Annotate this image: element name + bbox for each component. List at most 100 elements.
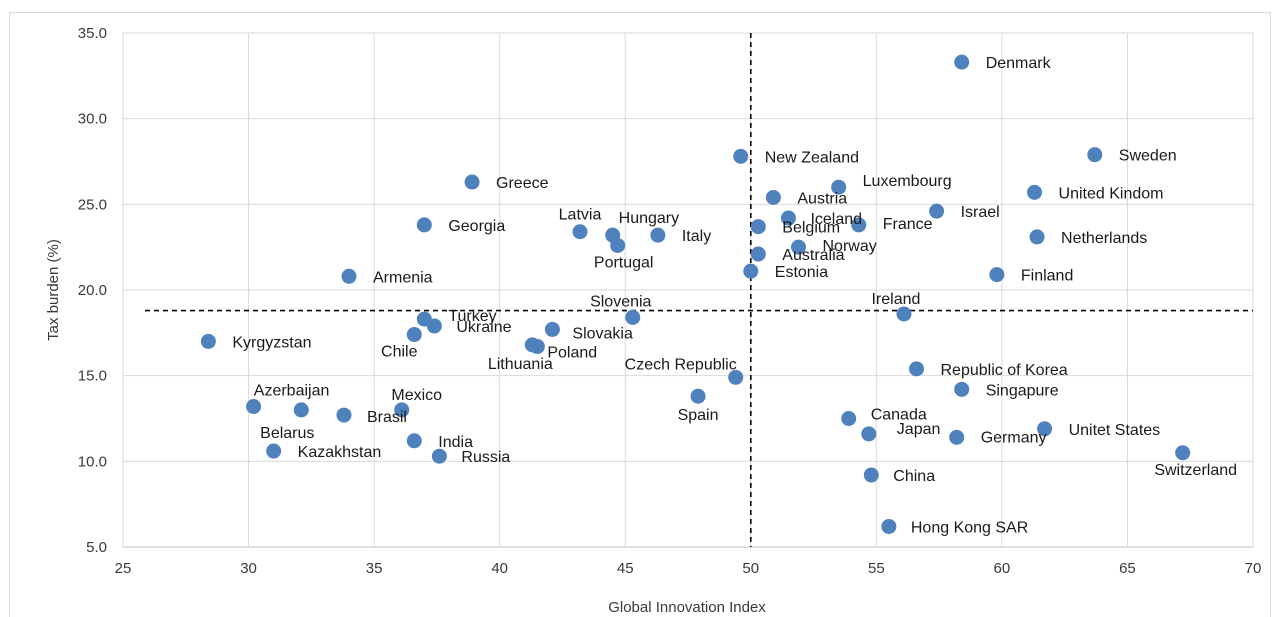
x-tick-label: 50 — [742, 560, 759, 577]
point-label: China — [893, 468, 935, 485]
point-label: Portugal — [594, 254, 654, 271]
data-point — [909, 361, 925, 377]
data-point — [743, 263, 759, 279]
point-label: New Zealand — [765, 149, 859, 166]
data-point — [406, 327, 422, 343]
data-point — [861, 426, 877, 442]
point-label: Ukraine — [456, 319, 511, 336]
data-point — [881, 518, 897, 534]
data-point — [851, 217, 867, 233]
point-label: Norway — [822, 238, 876, 255]
x-tick-label: 45 — [617, 560, 634, 577]
point-label: Georgia — [448, 218, 505, 235]
data-point — [293, 402, 309, 418]
y-axis-title: Tax burden (%) — [45, 239, 62, 341]
point-label: Turkey — [448, 308, 496, 325]
point-label: Switzerland — [1154, 462, 1237, 479]
point-label: Slovakia — [572, 325, 633, 342]
x-tick-label: 65 — [1119, 560, 1136, 577]
point-label: Mexico — [391, 387, 442, 404]
point-label: Iceland — [810, 211, 862, 228]
point-label: Singapure — [986, 382, 1059, 399]
point-label: France — [883, 216, 933, 233]
data-point — [426, 318, 442, 334]
data-point — [728, 369, 744, 385]
data-point — [1087, 147, 1103, 163]
data-point — [406, 433, 422, 449]
point-label: Brasil — [367, 409, 407, 426]
data-point — [896, 306, 912, 322]
chart-area — [9, 12, 1271, 617]
data-point — [831, 179, 847, 195]
data-point — [200, 333, 216, 349]
point-label: United Kindom — [1059, 185, 1164, 202]
data-point — [750, 246, 766, 262]
data-point — [266, 443, 282, 459]
data-point — [336, 407, 352, 423]
data-point — [341, 268, 357, 284]
point-label: Canada — [871, 407, 927, 424]
x-tick-labels: 25 30 35 40 45 50 55 60 65 70 — [115, 560, 1262, 577]
data-point — [394, 402, 410, 418]
data-point — [750, 219, 766, 235]
point-label: Armenia — [373, 269, 433, 286]
y-tick-label: 20.0 — [78, 282, 107, 299]
x-tick-label: 60 — [994, 560, 1011, 577]
point-label: India — [438, 434, 473, 451]
data-point — [765, 189, 781, 205]
data-point — [416, 217, 432, 233]
point-label: Azerbaijan — [254, 383, 330, 400]
data-point — [929, 203, 945, 219]
y-tick-label: 15.0 — [78, 368, 107, 385]
point-label: Australia — [782, 247, 844, 264]
point-label: Japan — [897, 421, 941, 438]
x-tick-label: 70 — [1245, 560, 1262, 577]
data-point — [610, 237, 626, 253]
x-tick-label: 40 — [491, 560, 508, 577]
data-point — [780, 210, 796, 226]
point-label: Kyrgyzstan — [232, 334, 311, 351]
point-label: Lithuania — [488, 356, 553, 373]
y-tick-label: 10.0 — [78, 453, 107, 470]
point-label: Greece — [496, 175, 549, 192]
data-point — [464, 174, 480, 190]
point-label: Unitet States — [1069, 422, 1161, 439]
point-label: Chile — [381, 344, 418, 361]
point-label: Ireland — [871, 291, 920, 308]
point-label: Belgium — [782, 220, 840, 237]
data-point — [529, 339, 545, 355]
data-point — [431, 448, 447, 464]
data-point — [954, 381, 970, 397]
point-label: Russia — [461, 449, 510, 466]
point-label: Republic of Korea — [941, 362, 1068, 379]
point-label: Czech Republic — [625, 356, 737, 373]
point-label: Luxembourg — [863, 173, 952, 190]
data-point — [625, 309, 641, 325]
point-label: Italy — [682, 228, 711, 245]
y-tick-labels: 5.0 10.0 15.0 20.0 25.0 30.0 35.0 — [78, 25, 107, 556]
data-point — [1029, 229, 1045, 245]
data-point — [954, 54, 970, 70]
point-label: Kazakhstan — [298, 444, 382, 461]
point-label: Sweden — [1119, 148, 1177, 165]
point-label: Estonia — [775, 264, 828, 281]
y-tick-label: 5.0 — [86, 539, 107, 556]
point-label: Slovenia — [590, 293, 651, 310]
point-labels: Denmark Sweden New Zealand Greece Luxembourg… — [232, 55, 1237, 536]
point-label: Hong Kong SAR — [911, 519, 1028, 536]
x-tick-label: 35 — [366, 560, 383, 577]
point-label: Denmark — [986, 55, 1052, 72]
x-tick-label: 25 — [115, 560, 132, 577]
point-label: Belarus — [260, 425, 314, 442]
reference-lines — [145, 33, 1253, 547]
x-tick-label: 55 — [868, 560, 885, 577]
point-label: Israel — [961, 204, 1000, 221]
point-label: Poland — [547, 345, 597, 362]
point-label: Spain — [678, 407, 719, 424]
data-point — [1027, 184, 1043, 200]
point-label: Germany — [981, 429, 1047, 446]
y-tick-label: 25.0 — [78, 196, 107, 213]
point-label: Latvia — [559, 207, 602, 224]
data-points — [200, 54, 1191, 534]
